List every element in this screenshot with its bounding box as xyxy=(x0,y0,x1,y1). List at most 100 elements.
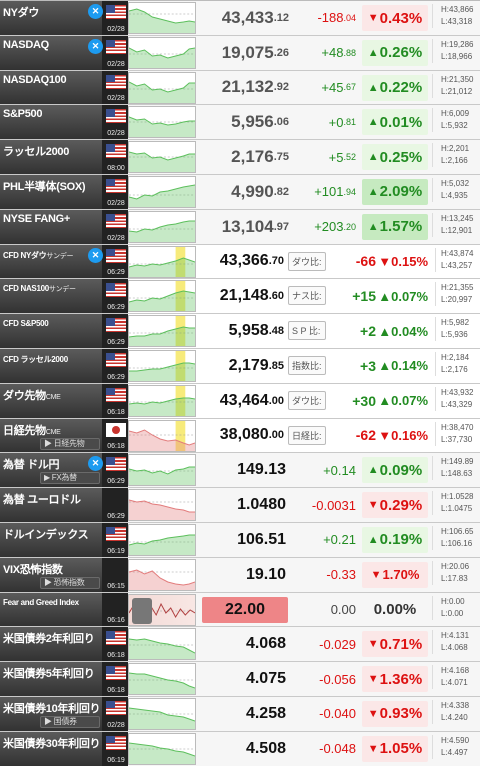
sparkline-chart[interactable] xyxy=(128,663,196,696)
instrument-name[interactable]: NYダウ xyxy=(0,1,103,35)
sparkline-area xyxy=(129,429,195,451)
sparkline-chart[interactable] xyxy=(128,349,196,382)
instrument-name[interactable]: ラッセル2000 xyxy=(0,140,103,174)
market-row[interactable]: CFD ラッセル2000 06:29 2,179.85 指数比: +3 ▲ 0.14% H:2… xyxy=(0,348,480,384)
market-row[interactable]: 米国債券30年利回り 06:19 4.508 -0.048 ▼ 1.05% H:4.590 L… xyxy=(0,731,480,766)
market-row[interactable]: 日経先物CME ▶ 日経先物 06:18 38,080.00 日経比: -62 ▼ 0.16%… xyxy=(0,418,480,454)
market-row[interactable]: NASDAQ ✕ 02/28 19,075.26 +48.88 ▲ 0.26% H:19,28… xyxy=(0,35,480,71)
market-row[interactable]: CFD NYダウサンデー ✕ 06:29 43,366.70 ダウ比: -66 ▼ 0.15%… xyxy=(0,244,480,280)
instrument-name[interactable]: 米国債券10年利回り ▶ 国債券 xyxy=(0,696,103,731)
instrument-name[interactable]: 米国債券2年利回り xyxy=(0,627,103,662)
day-low: L:148.63 xyxy=(441,469,473,479)
flag-column: 02/28 xyxy=(103,696,128,731)
sparkline-chart[interactable] xyxy=(128,106,196,139)
instrument-name[interactable]: Fear and Greed Index xyxy=(0,592,103,627)
price-integer: 21,132 xyxy=(221,77,274,97)
sparkline-svg xyxy=(129,184,195,207)
x-share-icon[interactable]: ✕ xyxy=(88,456,103,472)
sparkline-chart[interactable] xyxy=(128,280,196,313)
sparkline-chart[interactable] xyxy=(128,454,196,487)
market-row[interactable]: NASDAQ100 02/28 21,132.92 +45.67 ▲ 0.22% H:21,… xyxy=(0,70,480,106)
price-value: 21,148.60 xyxy=(196,279,284,313)
change-value: +48.88 xyxy=(292,36,356,70)
x-share-icon[interactable]: ✕ xyxy=(88,38,103,54)
sparkline-svg xyxy=(129,638,195,660)
market-row[interactable]: 為替 ドル円 ▶ FX為替 ✕ 06:29 149.13 +0.14 ▲ 0.09% H:149… xyxy=(0,453,480,489)
high-low: H:20.06 L:17.83 xyxy=(432,560,480,585)
market-row[interactable]: ダウ先物CME 06:18 43,464.00 ダウ比: +30 ▲ 0.07% H:43,9… xyxy=(0,383,480,419)
high-low: H:106.65 L:106.16 xyxy=(432,525,480,550)
market-row[interactable]: 米国債券2年利回り 06:18 4.068 -0.029 ▼ 0.71% H:4.131 L:… xyxy=(0,627,480,663)
market-row[interactable]: S&P500 02/28 5,956.06 +0.81 ▲ 0.01% H:6,009 L:5… xyxy=(0,105,480,141)
x-share-icon[interactable]: ✕ xyxy=(88,247,103,263)
instrument-name[interactable]: CFD NAS100サンデー xyxy=(0,279,103,314)
market-row[interactable]: CFD NAS100サンデー 06:29 21,148.60 ナス比: +15 ▲ 0.07… xyxy=(0,279,480,315)
instrument-name[interactable]: 米国債券5年利回り xyxy=(0,662,103,696)
instrument-name[interactable]: CFD ラッセル2000 xyxy=(0,348,103,383)
price-integer: 5,958 xyxy=(228,322,269,340)
instrument-name[interactable]: VIX恐怖指数 ▶ 恐怖指数 xyxy=(0,557,103,592)
update-time: 02/28 xyxy=(107,234,125,242)
sparkline-chart[interactable] xyxy=(128,523,196,556)
instrument-name[interactable]: CFD S&P500 xyxy=(0,314,103,348)
x-share-icon[interactable]: ✕ xyxy=(88,4,103,19)
change-percent-value: 0.93 xyxy=(379,705,409,723)
market-row[interactable]: CFD S&P500 06:29 5,958.48 S P 比: +2 ▲ 0.04% H:5… xyxy=(0,314,480,349)
market-row[interactable]: NYSE FANG+ 02/28 13,104.97 +203.20 ▲ 1.57% H:1… xyxy=(0,209,480,245)
flag-column: 06:19 xyxy=(103,522,128,557)
instrument-name[interactable]: PHL半導体(SOX) xyxy=(0,174,103,209)
sparkline-chart[interactable] xyxy=(128,697,196,730)
sparkline-chart[interactable] xyxy=(128,593,196,626)
detail-button[interactable]: ▶ 日経先物 xyxy=(40,437,100,450)
instrument-name[interactable]: ダウ先物CME xyxy=(0,383,103,418)
instrument-name[interactable]: NASDAQ xyxy=(0,35,103,70)
sparkline-chart[interactable] xyxy=(128,732,196,765)
instrument-name[interactable]: 日経先物CME ▶ 日経先物 xyxy=(0,418,103,453)
sparkline-area xyxy=(129,500,195,521)
instrument-name[interactable]: ドルインデックス xyxy=(0,522,103,557)
sparkline-area xyxy=(129,707,195,729)
sparkline-chart[interactable] xyxy=(128,175,196,208)
sparkline-chart[interactable] xyxy=(128,71,196,104)
instrument-name[interactable]: CFD NYダウサンデー xyxy=(0,244,103,279)
change-percent-value: 0.25 xyxy=(379,148,409,166)
sparkline-area xyxy=(129,742,195,764)
detail-button[interactable]: ▶ 国債券 xyxy=(40,715,100,728)
market-row[interactable]: ラッセル2000 08:00 2,176.75 +5.52 ▲ 0.25% H:2,201 L… xyxy=(0,140,480,175)
sparkline-chart[interactable] xyxy=(128,558,196,591)
sparkline-chart[interactable] xyxy=(128,245,196,278)
high-low: H:1.0528 L:1.0475 xyxy=(432,491,480,516)
sparkline-chart[interactable] xyxy=(128,2,196,34)
sparkline-chart[interactable] xyxy=(128,315,196,348)
market-row[interactable]: Fear and Greed Index 06:16 22.00 0.00 0.00% H… xyxy=(0,592,480,628)
sparkline-chart[interactable] xyxy=(128,628,196,661)
instrument-name[interactable]: NASDAQ100 xyxy=(0,70,103,105)
sparkline-chart[interactable] xyxy=(128,210,196,243)
market-row[interactable]: ドルインデックス 06:19 106.51 +0.21 ▲ 0.19% H:106.65 L:… xyxy=(0,522,480,558)
price-value: 2,176.75 xyxy=(196,140,289,174)
sparkline-chart[interactable] xyxy=(128,36,196,69)
instrument-name[interactable]: 為替 ドル円 ▶ FX為替 xyxy=(0,453,103,488)
market-row[interactable]: VIX恐怖指数 ▶ 恐怖指数 06:15 19.10 -0.33 ▼ 1.70% H:20.0… xyxy=(0,557,480,593)
market-row[interactable]: 米国債券5年利回り 06:18 4.075 -0.056 ▼ 1.36% H:4.168 L:… xyxy=(0,662,480,697)
market-row[interactable]: 為替 ユーロドル 06:29 1.0480 -0.0031 ▼ 0.29% H:1.0528… xyxy=(0,488,480,523)
percent-sign: % xyxy=(408,740,423,758)
instrument-name[interactable]: NYSE FANG+ xyxy=(0,209,103,244)
instrument-name[interactable]: 米国債券30年利回り xyxy=(0,731,103,766)
sparkline-chart[interactable] xyxy=(128,419,196,452)
market-row[interactable]: PHL半導体(SOX) 02/28 4,990.82 +101.94 ▲ 2.09% H:5… xyxy=(0,174,480,210)
sparkline-chart[interactable] xyxy=(128,141,196,174)
detail-button[interactable]: ▶ FX為替 xyxy=(40,472,100,485)
instrument-name[interactable]: 為替 ユーロドル xyxy=(0,488,103,522)
instrument-name[interactable]: S&P500 xyxy=(0,105,103,140)
sparkline-line xyxy=(129,499,195,513)
percent-sign: % xyxy=(416,393,428,409)
market-row[interactable]: NYダウ ✕ 02/28 43,433.12 -188.04 ▼ 0.43% H:43,866… xyxy=(0,1,480,36)
sparkline-chart[interactable] xyxy=(128,489,196,522)
detail-button[interactable]: ▶ 恐怖指数 xyxy=(40,576,100,589)
update-time: 06:29 xyxy=(107,373,125,381)
sparkline-chart[interactable] xyxy=(128,384,196,417)
arrow-icon: ▼ xyxy=(378,427,392,443)
market-row[interactable]: 米国債券10年利回り ▶ 国債券 02/28 4.258 -0.040 ▼ 0.93% H:4… xyxy=(0,696,480,732)
us-flag-icon xyxy=(106,5,126,19)
